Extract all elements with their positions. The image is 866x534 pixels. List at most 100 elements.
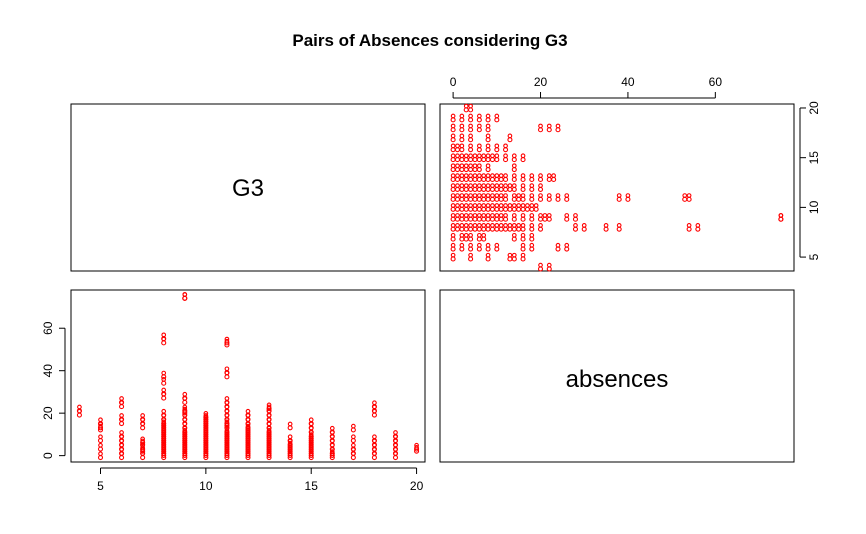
scatter-point-absences-vs-g3 [454,203,461,212]
scatter-point-absences-vs-g3 [472,203,478,212]
scatter-point-absences-vs-g3 [498,193,504,202]
scatter-point-absences-vs-g3 [489,183,495,192]
scatter-point-absences-vs-g3 [485,153,491,163]
scatter-point-absences-vs-g3 [468,113,474,123]
scatter-point-absences-vs-g3 [459,223,465,232]
scatter-point-absences-vs-g3 [520,183,526,192]
scatter-point-absences-vs-g3 [616,223,622,232]
scatter-point-absences-vs-g3 [459,133,465,143]
scatter-point-absences-vs-g3 [472,173,478,183]
scatter-point-absences-vs-g3 [489,173,495,183]
scatter-point-absences-vs-g3 [511,232,517,242]
scatter-point-absences-vs-g3 [498,203,504,212]
scatter-point-absences-vs-g3 [572,223,579,232]
scatter-point-absences-vs-g3 [503,153,509,163]
scatter-point-absences-vs-g3 [468,193,474,202]
left-tick-label: 0 [41,452,55,459]
scatter-point-absences-vs-g3 [511,163,517,173]
scatter-point-absences-vs-g3 [537,262,544,272]
scatter-point-absences-vs-g3 [485,203,491,212]
scatter-point-absences-vs-g3 [459,163,465,173]
scatter-point-absences-vs-g3 [489,193,495,202]
left-tick-label: 40 [41,364,55,378]
scatter-point-absences-vs-g3 [537,173,544,183]
scatter-point-absences-vs-g3 [625,193,631,202]
scatter-point-absences-vs-g3 [520,203,526,212]
scatter-point-absences-vs-g3 [520,223,526,232]
scatter-point-absences-vs-g3 [564,193,570,202]
panel-top-left [70,103,426,272]
scatter-point-absences-vs-g3 [507,183,513,192]
scatter-point-absences-vs-g3 [459,123,465,133]
scatter-point-absences-vs-g3 [529,242,535,252]
scatter-point-absences-vs-g3 [463,213,469,222]
scatter-point-absences-vs-g3 [468,133,474,143]
scatter-point-g3-vs-absences [203,411,209,420]
right-tick-label: 15 [807,151,821,165]
scatter-point-absences-vs-g3 [454,143,461,153]
panel-bottom-left [70,289,426,463]
scatter-point-absences-vs-g3 [459,113,465,123]
scatter-point-absences-vs-g3 [450,252,456,262]
scatter-point-absences-vs-g3 [450,183,456,192]
scatter-point-g3-vs-absences [161,408,167,418]
bottom-tick-label: 15 [305,479,319,493]
scatter-point-absences-vs-g3 [572,213,579,222]
scatter-point-absences-vs-g3 [468,103,474,113]
scatter-point-absences-vs-g3 [450,113,456,123]
scatter-point-absences-vs-g3 [551,173,557,183]
scatter-point-absences-vs-g3 [555,193,561,202]
scatter-point-absences-vs-g3 [454,183,461,192]
scatter-point-absences-vs-g3 [485,183,491,192]
scatter-point-absences-vs-g3 [511,203,517,212]
scatter-point-absences-vs-g3 [529,232,535,242]
scatter-point-g3-vs-absences [224,366,230,376]
scatter-point-absences-vs-g3 [450,223,456,232]
scatter-point-g3-vs-absences [161,370,167,380]
scatter-point-absences-vs-g3 [485,213,491,222]
scatter-point-g3-vs-absences [119,430,125,439]
scatter-point-absences-vs-g3 [450,203,456,212]
scatter-point-absences-vs-g3 [489,223,495,232]
scatter-point-g3-vs-absences [245,408,251,418]
scatter-point-absences-vs-g3 [507,223,513,232]
scatter-point-absences-vs-g3 [494,153,500,163]
scatter-point-absences-vs-g3 [485,252,491,262]
scatter-point-absences-vs-g3 [450,123,456,133]
scatter-point-absences-vs-g3 [481,153,487,163]
scatter-point-absences-vs-g3 [695,223,701,232]
scatter-point-absences-vs-g3 [511,173,517,183]
scatter-point-absences-vs-g3 [537,123,544,133]
scatter-point-absences-vs-g3 [454,213,461,222]
scatter-point-absences-vs-g3 [476,193,482,202]
scatter-point-g3-vs-absences [350,434,356,444]
scatter-point-absences-vs-g3 [463,203,469,212]
scatter-point-absences-vs-g3 [529,213,535,222]
scatter-point-g3-vs-absences [76,404,82,414]
scatter-point-absences-vs-g3 [537,183,544,192]
scatter-point-absences-vs-g3 [481,223,487,232]
scatter-point-g3-vs-absences [414,442,420,452]
scatter-point-absences-vs-g3 [485,173,491,183]
scatter-point-absences-vs-g3 [459,153,465,163]
scatter-point-absences-vs-g3 [503,183,509,192]
scatter-point-absences-vs-g3 [498,223,504,232]
scatter-point-absences-vs-g3 [494,143,500,153]
scatter-point-absences-vs-g3 [450,143,456,153]
scatter-point-absences-vs-g3 [520,252,526,262]
scatter-point-g3-vs-absences [182,391,188,401]
scatter-point-absences-vs-g3 [485,223,491,232]
chart-title: Pairs of Absences considering G3 [292,31,567,50]
scatter-point-absences-vs-g3 [454,193,461,202]
scatter-point-absences-vs-g3 [450,153,456,163]
scatter-point-absences-vs-g3 [450,163,456,173]
scatter-point-absences-vs-g3 [507,133,513,143]
scatter-point-absences-vs-g3 [503,143,509,153]
scatter-point-g3-vs-absences [161,387,167,397]
scatter-point-absences-vs-g3 [468,223,474,232]
scatter-point-absences-vs-g3 [450,173,456,183]
scatter-point-g3-vs-absences [371,400,377,410]
scatter-point-absences-vs-g3 [472,193,478,202]
scatter-point-absences-vs-g3 [476,203,482,212]
